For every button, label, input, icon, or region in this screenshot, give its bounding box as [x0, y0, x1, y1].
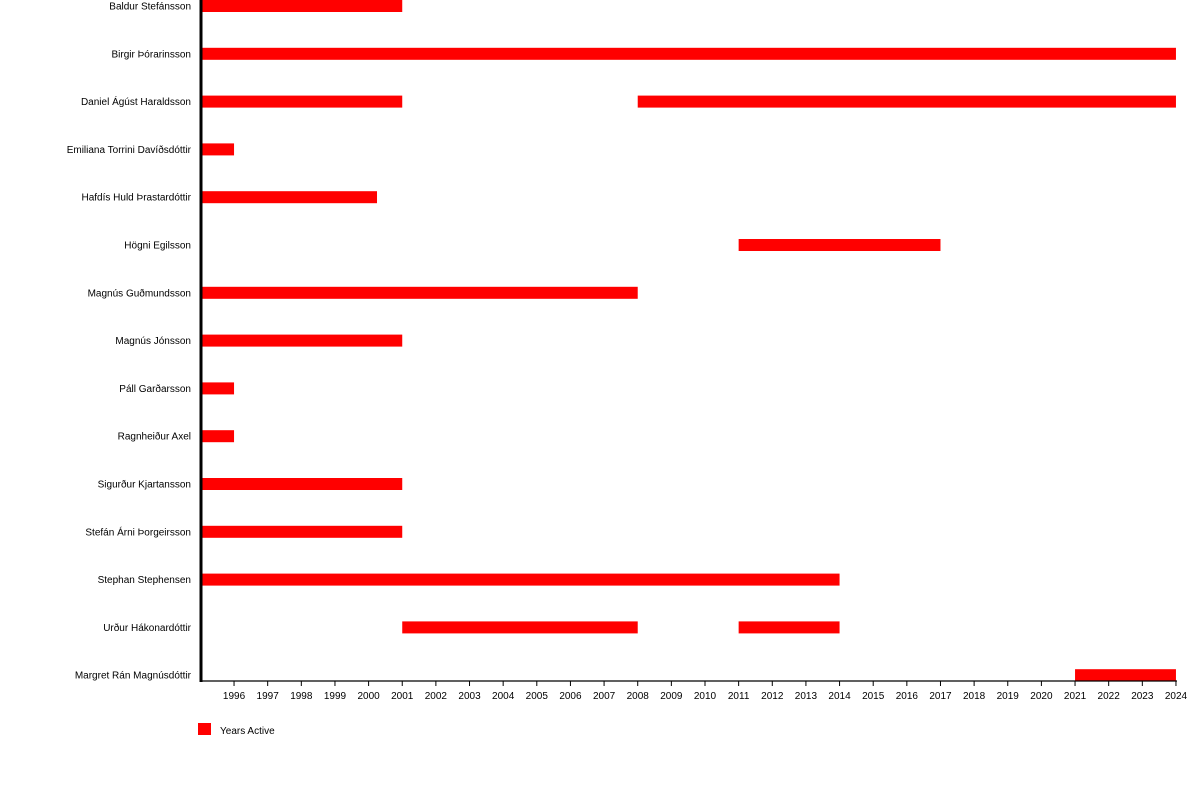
- x-tick-label: 2008: [627, 691, 650, 702]
- legend-swatch: [198, 723, 211, 735]
- x-tick-label: 1996: [223, 691, 246, 702]
- row-label: Magnús Guðmundsson: [88, 287, 191, 299]
- legend: Years Active: [198, 723, 275, 737]
- bar-span: [200, 573, 840, 586]
- x-tick-label: 2001: [391, 691, 414, 702]
- bar-span: [1075, 669, 1176, 682]
- row-label: Daniel Ágúst Haraldsson: [81, 95, 191, 108]
- row-label: Margret Rán Magnúsdóttir: [75, 671, 192, 682]
- bar-span: [200, 525, 403, 538]
- x-tick-label: 2022: [1098, 691, 1121, 702]
- x-tick-label: 2003: [458, 691, 481, 702]
- x-tick-label: 2023: [1131, 691, 1154, 702]
- row-label: Urður Hákonardóttir: [103, 622, 191, 634]
- y-axis-labels: Baldur Stefánsson Birgir Þórarinsson Danie…: [67, 2, 192, 682]
- bar-span: [637, 95, 1176, 108]
- x-tick-label: 2020: [1030, 691, 1053, 702]
- x-tick-label: 2021: [1064, 691, 1087, 702]
- bar-span: [200, 47, 1176, 60]
- bar-span: [200, 191, 378, 204]
- bar-span: [200, 478, 403, 490]
- bar-span: [200, 382, 235, 395]
- x-axis: 1996 1997 1998 1999 2000 2001 2002 2003 2004 2005…: [200, 680, 1188, 702]
- bar-span: [200, 0, 403, 12]
- x-tick-label: 2015: [862, 691, 885, 702]
- bar-span: [402, 621, 638, 634]
- x-tick-label: 2009: [660, 691, 683, 702]
- row-label: Högni Egilsson: [124, 241, 191, 252]
- row-label: Emiliana Torrini Davíðsdóttir: [67, 144, 192, 156]
- x-tick-label: 2019: [997, 691, 1020, 702]
- bar-span: [738, 621, 840, 634]
- x-tick-label: 2006: [559, 691, 582, 702]
- row-label: Páll Garðarsson: [119, 383, 191, 395]
- row-label: Stefán Árni Þorgeirsson: [85, 525, 191, 538]
- row-label: Sigurður Kjartansson: [98, 479, 191, 491]
- x-tick-label: 2024: [1165, 691, 1188, 702]
- bars-layer: [200, 0, 1176, 682]
- x-tick-label: 2011: [728, 691, 750, 702]
- x-tick-label: 2004: [492, 691, 515, 702]
- x-tick-label: 2012: [761, 691, 784, 702]
- row-label: Baldur Stefánsson: [109, 2, 191, 13]
- x-tick-label: 1999: [324, 691, 347, 702]
- row-label: Magnús Jónsson: [115, 336, 191, 347]
- x-tick-label: 2002: [425, 691, 448, 702]
- x-tick-label: 2013: [795, 691, 818, 702]
- x-tick-label: 2007: [593, 691, 616, 702]
- x-tick-label: 1997: [257, 691, 280, 702]
- legend-label: Years Active: [220, 726, 275, 737]
- bar-span: [200, 95, 403, 108]
- bar-span: [200, 430, 235, 443]
- x-tick-label: 1998: [290, 691, 313, 702]
- row-label: Hafdís Huld Þrastardóttir: [82, 193, 192, 204]
- row-label: Stephan Stephensen: [98, 575, 191, 586]
- x-tick-label: 2005: [526, 691, 549, 702]
- x-tick-label: 2000: [357, 691, 380, 702]
- row-label: Birgir Þórarinsson: [112, 49, 191, 60]
- x-tick-label: 2016: [896, 691, 919, 702]
- bar-span: [738, 239, 941, 251]
- bar-span: [200, 286, 638, 299]
- bar-span: [200, 334, 403, 347]
- x-tick-label: 2018: [963, 691, 986, 702]
- x-tick-label: 2017: [929, 691, 952, 702]
- bar-span: [200, 143, 235, 156]
- x-tick-label: 2010: [694, 691, 717, 702]
- row-label: Ragnheiður Axel: [118, 431, 191, 443]
- x-tick-label: 2014: [828, 691, 851, 702]
